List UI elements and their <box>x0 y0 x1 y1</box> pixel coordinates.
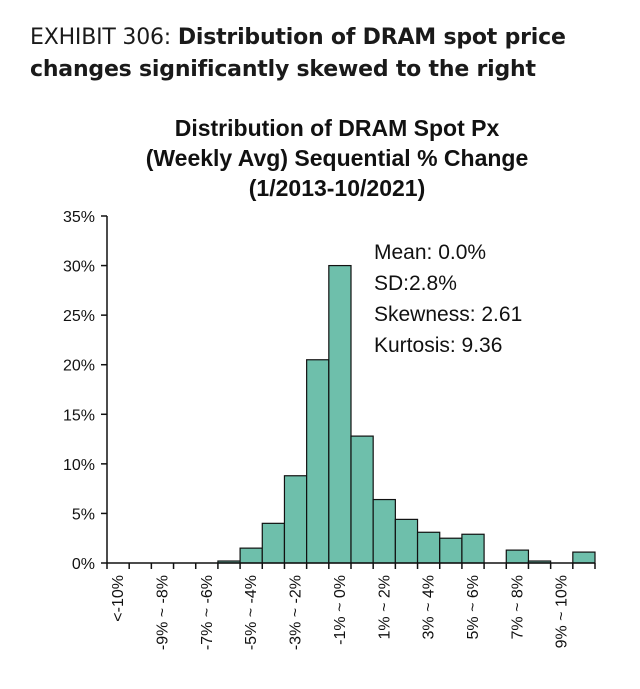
x-tick-label: -5% ~ -4% <box>243 575 260 650</box>
exhibit-caption: EXHIBIT 306: Distribution of DRAM spot p… <box>30 22 630 86</box>
exhibit-tag: EXHIBIT 306: <box>30 25 178 50</box>
x-tick-label: -1% ~ 0% <box>332 575 349 645</box>
x-tick-label: 3% ~ 4% <box>421 575 438 639</box>
stat-label: Kurtosis: 9.36 <box>374 334 502 357</box>
stat-label: SD:2.8% <box>374 272 457 295</box>
exhibit-heading: Distribution of DRAM spot price changes … <box>30 25 566 82</box>
histogram-bar <box>439 537 463 564</box>
chart-title-line: (Weekly Avg) Sequential % Change <box>146 145 529 171</box>
chart-title-line: (1/2013-10/2021) <box>249 175 425 201</box>
y-tick-label: 35% <box>63 209 95 226</box>
chart-title: Distribution of DRAM Spot Px (Weekly Avg)… <box>146 115 529 201</box>
y-tick-label: 0% <box>72 556 95 573</box>
y-tick-label: 5% <box>72 506 95 523</box>
x-tick-label: -9% ~ -8% <box>154 575 171 650</box>
stats-box: Mean: 0.0% SD:2.8% Skewness: 2.61 Kurtosis:… <box>374 241 522 357</box>
x-tick-label: 9% ~ 10% <box>554 575 571 648</box>
y-tick-label: 30% <box>63 259 95 276</box>
x-tick-label: <-10% <box>110 575 127 622</box>
x-tick-label: 5% ~ 6% <box>465 575 482 639</box>
histogram-bar <box>350 435 374 564</box>
x-tick-label: 7% ~ 8% <box>509 575 526 639</box>
histogram-bar <box>239 547 263 564</box>
histogram-bar <box>461 533 485 564</box>
histogram-bar <box>416 531 441 564</box>
histogram-bar <box>328 264 352 564</box>
x-tick-label: -7% ~ -6% <box>199 575 216 650</box>
histogram-bar <box>572 551 596 564</box>
y-tick-label: 20% <box>63 358 95 375</box>
histogram-bar <box>283 475 308 564</box>
histogram-bar <box>306 359 330 564</box>
stat-label: Skewness: 2.61 <box>374 303 522 326</box>
x-tick-label: -3% ~ -2% <box>288 575 305 650</box>
x-axis-ticks: <-10% -9% ~ -8% -7% ~ -6% -5% ~ -4% -3% ~ -2… <box>106 563 596 650</box>
chart-title-line: Distribution of DRAM Spot Px <box>175 115 500 141</box>
histogram-bar <box>394 518 419 564</box>
y-tick-label: 15% <box>63 407 95 424</box>
bars <box>217 264 596 564</box>
y-axis-ticks: 0% 5% 10% 15% 20% 25% 30% 35% <box>63 209 107 573</box>
stat-label: Mean: 0.0% <box>374 241 486 264</box>
histogram-bar <box>505 549 530 564</box>
x-tick-label: 1% ~ 2% <box>376 575 393 639</box>
histogram-bar <box>261 522 286 564</box>
y-tick-label: 10% <box>63 457 95 474</box>
y-tick-label: 25% <box>63 308 95 325</box>
histogram-bar <box>372 498 396 564</box>
